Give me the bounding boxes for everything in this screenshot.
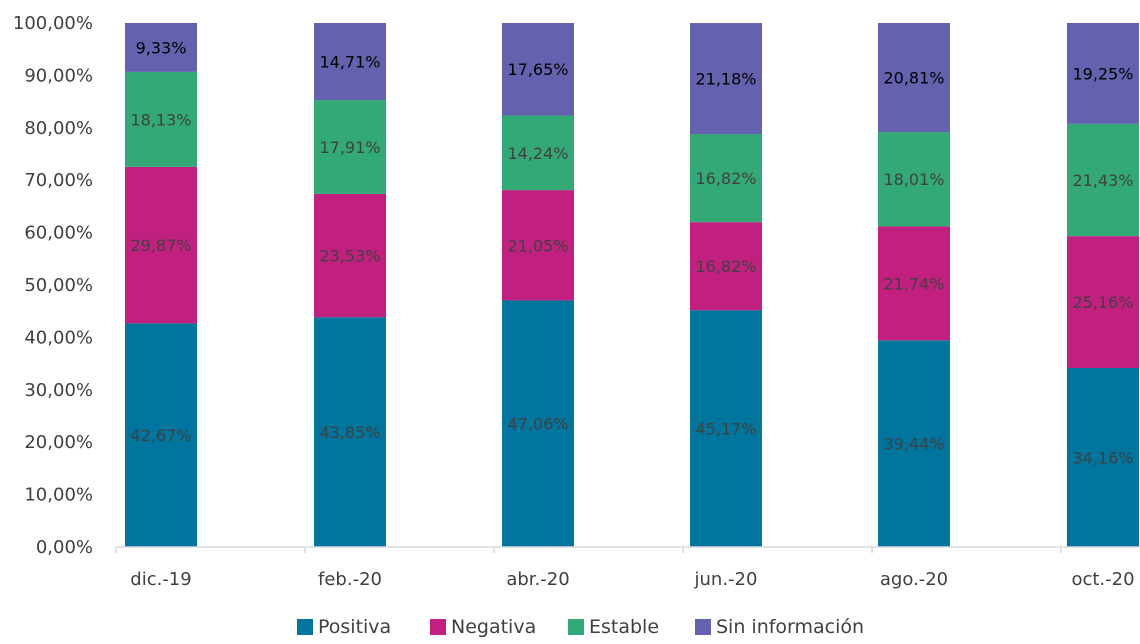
x-tick-label: oct.-20	[1071, 569, 1134, 590]
y-tick-label: 90,00%	[24, 65, 93, 86]
legend-label: Positiva	[318, 616, 391, 638]
data-label: 45,17%	[695, 420, 756, 439]
bar-segment-sin-informacion	[125, 23, 197, 72]
bar-segment-estable	[878, 132, 950, 227]
bar-segment-sin-informacion	[690, 23, 762, 135]
legend-label: Estable	[589, 616, 659, 638]
bar-segment-estable	[125, 71, 197, 167]
legend-item-negativa: Negativa	[430, 616, 536, 638]
legend-label: Sin información	[716, 616, 864, 638]
x-tick-label: abr.-20	[506, 569, 569, 590]
legend-item-estable: Estable	[568, 616, 659, 638]
y-tick-label: 0,00%	[36, 537, 93, 558]
data-label: 21,74%	[883, 274, 944, 293]
y-tick-label: 100,00%	[13, 13, 93, 34]
bar-segment-negativa	[314, 193, 386, 318]
data-label: 47,06%	[507, 415, 568, 434]
bar-segment-negativa	[690, 222, 762, 311]
x-tick-label: feb.-20	[318, 569, 382, 590]
data-label: 17,65%	[507, 60, 568, 79]
data-label: 14,71%	[319, 53, 380, 72]
bar-segment-sin-informacion	[1067, 23, 1139, 124]
bar-segment-estable	[502, 115, 574, 191]
data-label: 18,01%	[883, 170, 944, 189]
bar-segment-negativa	[878, 226, 950, 341]
data-label: 29,87%	[130, 236, 191, 255]
data-label: 9,33%	[136, 38, 187, 57]
data-label: 21,18%	[695, 70, 756, 89]
bar-segment-sin-informacion	[502, 23, 574, 116]
bar-segment-negativa	[125, 166, 197, 324]
legend: Positiva Negativa Estable Sin información	[297, 616, 864, 638]
data-label: 21,05%	[507, 236, 568, 255]
legend-swatch	[430, 619, 446, 635]
legend-swatch	[695, 619, 711, 635]
legend-item-sin-informacion: Sin información	[695, 616, 864, 638]
data-labels: 42,67% 29,87% 18,13% 9,33% 43,85% 23,53% 17,91…	[130, 38, 1133, 467]
bar-segment-positiva	[690, 310, 762, 547]
data-label: 14,24%	[507, 144, 568, 163]
data-label: 18,13%	[130, 110, 191, 129]
data-label: 39,44%	[883, 435, 944, 454]
y-tick-label: 70,00%	[24, 170, 93, 191]
data-label: 42,67%	[130, 426, 191, 445]
bars	[125, 23, 1139, 547]
y-tick-label: 30,00%	[24, 380, 93, 401]
data-label: 16,82%	[695, 257, 756, 276]
y-tick-label: 40,00%	[24, 327, 93, 348]
bar-segment-estable	[1067, 123, 1139, 237]
y-tick-label: 80,00%	[24, 118, 93, 139]
bar-segment-positiva	[878, 340, 950, 547]
legend-label: Negativa	[451, 616, 536, 638]
legend-swatch	[568, 619, 584, 635]
data-label: 25,16%	[1072, 293, 1133, 312]
bar-segment-positiva	[502, 300, 574, 547]
x-axis: dic.-19 feb.-20 abr.-20 jun.-20 ago.-20 oct.-…	[115, 546, 1140, 590]
bar-segment-negativa	[502, 190, 574, 301]
bar-segment-sin-informacion	[878, 23, 950, 133]
bar-segment-positiva	[1067, 368, 1139, 547]
data-label: 19,25%	[1072, 64, 1133, 83]
y-axis: 0,00% 10,00% 20,00% 30,00% 40,00% 50,00% 60,00…	[13, 13, 93, 558]
data-label: 43,85%	[319, 423, 380, 442]
y-tick-label: 10,00%	[24, 485, 93, 506]
legend-item-positiva: Positiva	[297, 616, 391, 638]
data-label: 16,82%	[695, 169, 756, 188]
x-tick-label: jun.-20	[694, 569, 758, 590]
data-label: 21,43%	[1072, 171, 1133, 190]
bar-segment-sin-informacion	[314, 23, 386, 101]
x-tick-label: ago.-20	[880, 569, 948, 590]
bar-segment-estable	[314, 100, 386, 194]
data-label: 23,53%	[319, 247, 380, 266]
y-tick-label: 20,00%	[24, 432, 93, 453]
bar-segment-estable	[690, 134, 762, 223]
y-tick-label: 60,00%	[24, 223, 93, 244]
y-tick-label: 50,00%	[24, 275, 93, 296]
legend-swatch	[297, 619, 313, 635]
data-label: 34,16%	[1072, 449, 1133, 468]
data-label: 17,91%	[319, 138, 380, 157]
x-tick-label: dic.-19	[130, 569, 191, 590]
bar-segment-negativa	[1067, 236, 1139, 369]
data-label: 20,81%	[883, 69, 944, 88]
bar-segment-positiva	[314, 317, 386, 547]
bar-segment-positiva	[125, 323, 197, 547]
